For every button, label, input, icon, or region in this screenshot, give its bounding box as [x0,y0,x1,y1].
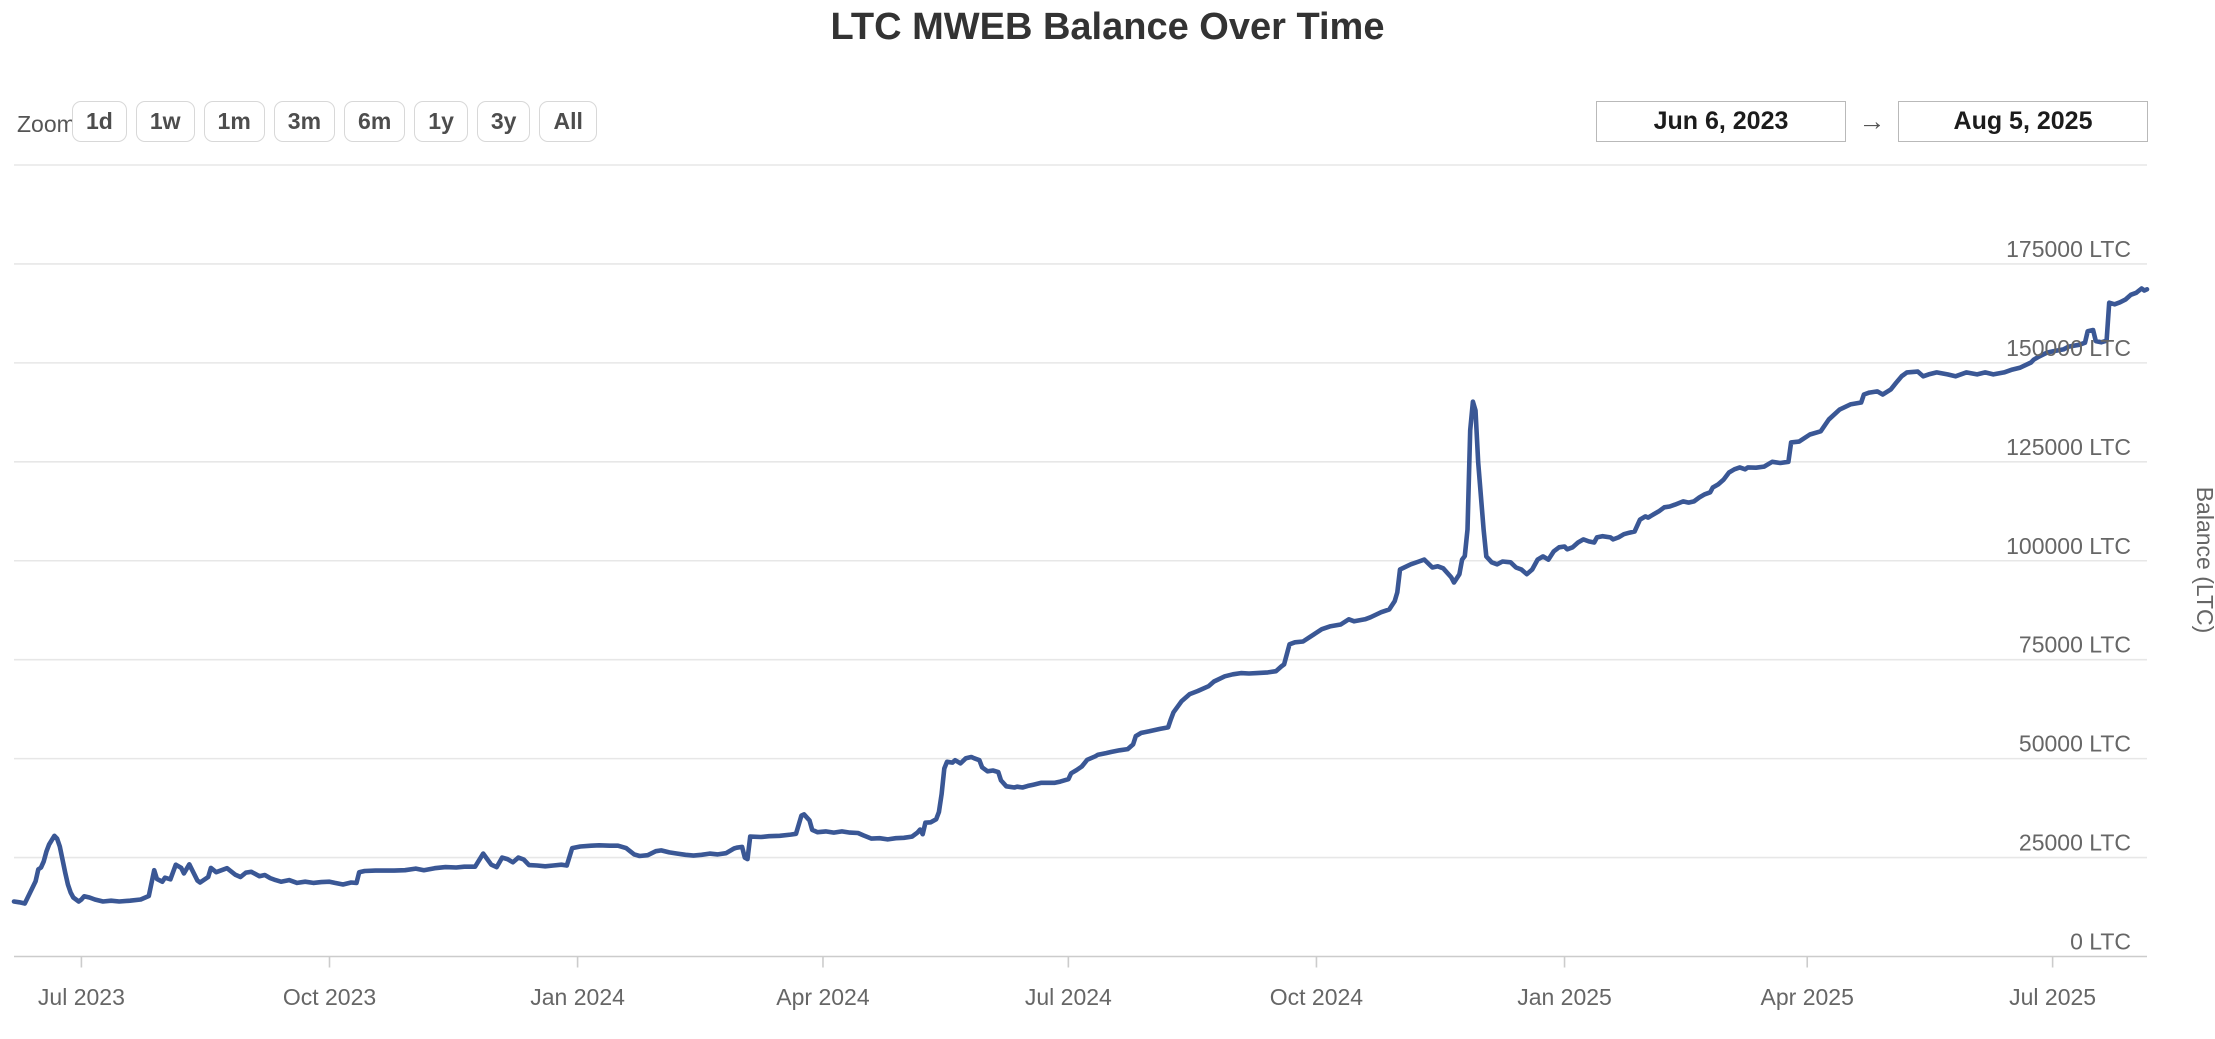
zoom-buttons: 1d 1w 1m 3m 6m 1y 3y All [72,101,597,142]
x-axis-ticks [80,956,2054,968]
x-axis-label: Jul 2023 [38,984,125,1010]
zoom-button-1y[interactable]: 1y [414,101,468,142]
y-axis-label: 25000 LTC [2019,830,2131,856]
range-selector: Zoom 1d 1w 1m 3m 6m 1y 3y All Jun 6, 2023 → Aug… [0,101,2215,145]
y-axis-label: 0 LTC [2070,929,2131,955]
y-axis-label: 150000 LTC [2006,335,2131,361]
range-end-input[interactable]: Aug 5, 2025 [1898,101,2148,142]
plot-area[interactable] [14,165,2147,957]
x-axis-label: Jan 2025 [1517,984,1612,1010]
y-axis-label: 100000 LTC [2006,533,2131,559]
y-axis-label: 175000 LTC [2006,236,2131,262]
y-axis-labels: 0 LTC 25000 LTC 50000 LTC 75000 LTC 100000 L… [2006,236,2131,955]
x-axis-label: Apr 2024 [776,984,870,1010]
y-axis-label: 75000 LTC [2019,632,2131,658]
zoom-button-6m[interactable]: 6m [344,101,406,142]
x-axis-labels: Jul 2023 Oct 2023 Jan 2024 Apr 2024 Jul 2024… [38,984,2096,1010]
x-axis-label: Oct 2024 [1270,984,1364,1010]
zoom-button-1w[interactable]: 1w [135,101,195,142]
zoom-button-1d[interactable]: 1d [72,101,127,142]
x-axis-label: Jul 2024 [1025,984,1112,1010]
y-axis-label: 125000 LTC [2006,434,2131,460]
chart-title: LTC MWEB Balance Over Time [830,6,1385,48]
y-axis-label: 50000 LTC [2019,731,2131,757]
zoom-button-3y[interactable]: 3y [476,101,531,142]
y-axis-title: Balance (LTC) [2192,487,2215,634]
x-axis-label: Apr 2025 [1761,984,1854,1010]
x-axis-label: Oct 2023 [283,984,376,1010]
range-arrow-icon: → [1858,106,1886,136]
zoom-button-all[interactable]: All [539,101,597,142]
balance-series-line[interactable] [11,286,2150,906]
x-axis-label: Jul 2025 [2009,984,2096,1010]
x-axis-label: Jan 2024 [530,984,625,1010]
zoom-button-3m[interactable]: 3m [273,101,336,142]
gridlines [14,164,2147,958]
range-start-input[interactable]: Jun 6, 2023 [1596,101,1846,142]
zoom-button-1m[interactable]: 1m [203,101,265,142]
zoom-label: Zoom [17,111,76,137]
